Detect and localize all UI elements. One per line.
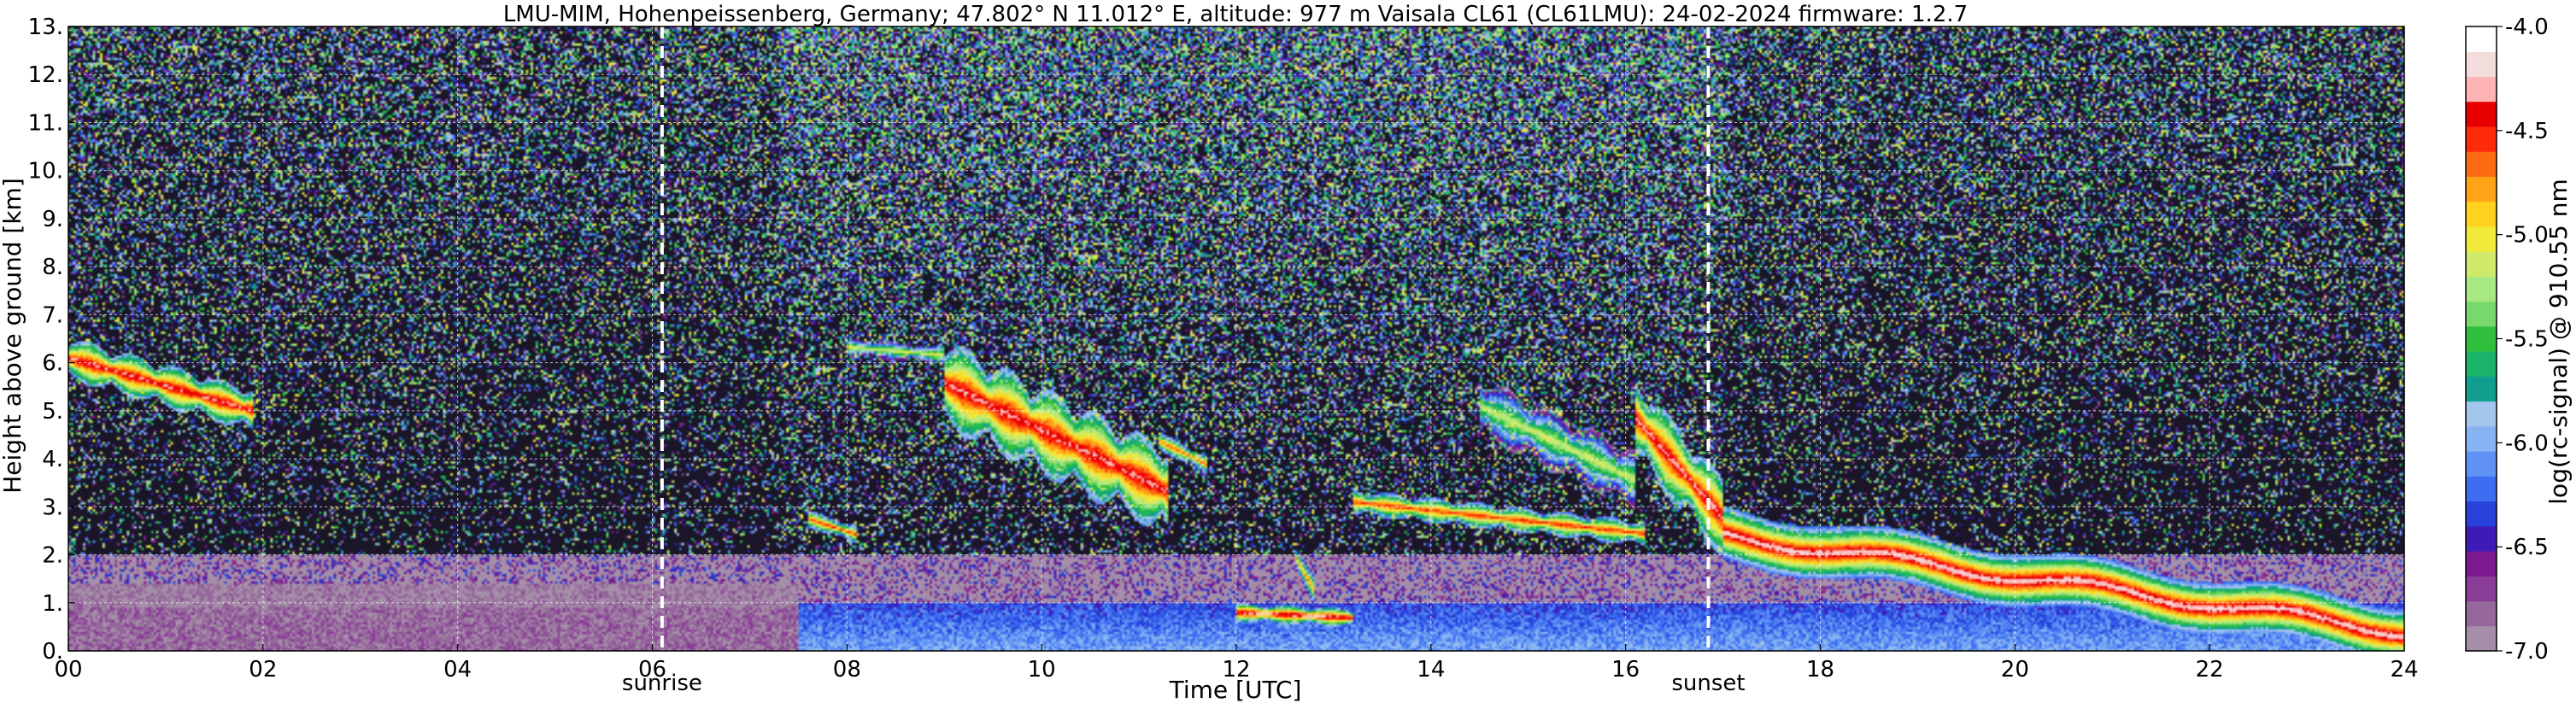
colorbar-level <box>2466 325 2497 352</box>
colorbar-level <box>2466 501 2497 527</box>
y-tick-label: 3. <box>42 495 63 520</box>
colorbar-level <box>2466 176 2497 202</box>
colorbar-level <box>2466 101 2497 127</box>
y-tick-label: 1. <box>42 591 63 617</box>
colorbar-ticks: -7.0 -6.5 -6.0 -5.5 -5.0 -4.5 -4.0 <box>2497 15 2549 665</box>
colorbar-level <box>2466 451 2497 477</box>
x-tick-label: 08 <box>833 657 861 683</box>
colorbar-level <box>2466 576 2497 602</box>
colorbar: -7.0 -6.5 -6.0 -5.5 -5.0 -4.5 -4.0 log(rc-sign… <box>2465 15 2573 665</box>
x-tick-label: 06 <box>638 657 666 683</box>
colorbar-level <box>2466 625 2497 652</box>
colorbar-tick-label: -5.5 <box>2505 327 2549 353</box>
colorbar-tick-label: -6.5 <box>2505 535 2549 560</box>
colorbar-tick-label: -6.0 <box>2505 431 2549 456</box>
y-tick-label: 12. <box>28 62 63 88</box>
colorbar-levels <box>2466 26 2497 652</box>
y-tick-label: 6. <box>42 351 63 377</box>
colorbar-level <box>2466 201 2497 227</box>
colorbar-tick-label: -7.0 <box>2505 639 2549 665</box>
x-axis-label: Time [UTC] <box>1169 676 1302 704</box>
y-tick-label: 10. <box>28 159 63 185</box>
colorbar-level <box>2466 251 2497 277</box>
x-tick-label: 14 <box>1417 657 1445 683</box>
y-tick-label: 9. <box>42 207 63 232</box>
sun-event-lines <box>660 26 1710 651</box>
colorbar-level <box>2466 551 2497 577</box>
grid-lines <box>68 26 2404 651</box>
colorbar-level <box>2466 226 2497 252</box>
colorbar-level <box>2466 525 2497 552</box>
colorbar-label: log(rc-signal) @ 910.55 nm <box>2544 179 2573 504</box>
colorbar-level <box>2466 425 2497 452</box>
y-axis: 0. 1. 2. 3. 4. 5. 6. 7. 8. 9. 10. 11. 12. 13. <box>28 15 75 665</box>
y-tick-label: 8. <box>42 255 63 280</box>
colorbar-level <box>2466 601 2497 627</box>
sunset-label: sunset <box>1671 671 1745 696</box>
y-tick-label: 7. <box>42 302 63 328</box>
colorbar-level <box>2466 476 2497 502</box>
colorbar-tick-label: -5.0 <box>2505 223 2549 249</box>
chart-title: LMU-MIM, Hohenpeissenberg, Germany; 47.8… <box>503 2 1968 27</box>
x-tick-label: 16 <box>1611 657 1640 683</box>
x-tick-label: 22 <box>2196 657 2224 683</box>
x-axis: 00 02 04 06 08 10 12 14 16 18 20 22 24 <box>54 644 2419 683</box>
x-tick-label: 20 <box>2001 657 2029 683</box>
plot-area <box>67 26 2405 652</box>
y-tick-label: 4. <box>42 447 63 472</box>
colorbar-tick-label: -4.0 <box>2505 15 2549 40</box>
x-tick-label: 04 <box>443 657 472 683</box>
colorbar-level <box>2466 76 2497 103</box>
y-tick-label: 13. <box>28 15 63 40</box>
y-tick-label: 2. <box>42 543 63 569</box>
colorbar-level <box>2466 376 2497 402</box>
colorbar-level <box>2466 151 2497 177</box>
colorbar-level <box>2466 126 2497 152</box>
colorbar-level <box>2466 51 2497 77</box>
x-tick-label: 02 <box>249 657 277 683</box>
colorbar-level <box>2466 351 2497 377</box>
colorbar-level <box>2466 301 2497 327</box>
x-tick-label: 24 <box>2390 657 2418 683</box>
x-tick-label: 10 <box>1028 657 1056 683</box>
sunrise-label: sunrise <box>622 671 702 696</box>
y-tick-label: 11. <box>28 110 63 136</box>
y-tick-label: 5. <box>42 399 63 425</box>
colorbar-tick-label: -4.5 <box>2505 119 2549 144</box>
colorbar-level <box>2466 401 2497 427</box>
y-axis-label: Height above ground [km] <box>0 178 26 494</box>
colorbar-level <box>2466 26 2497 52</box>
x-tick-label: 12 <box>1222 657 1250 683</box>
x-tick-label: 18 <box>1806 657 1834 683</box>
x-tick-label: 00 <box>54 657 82 683</box>
colorbar-level <box>2466 276 2497 302</box>
sun-event-labels: sunrise sunset <box>622 671 1746 696</box>
y-tick-label: 0. <box>42 639 63 665</box>
